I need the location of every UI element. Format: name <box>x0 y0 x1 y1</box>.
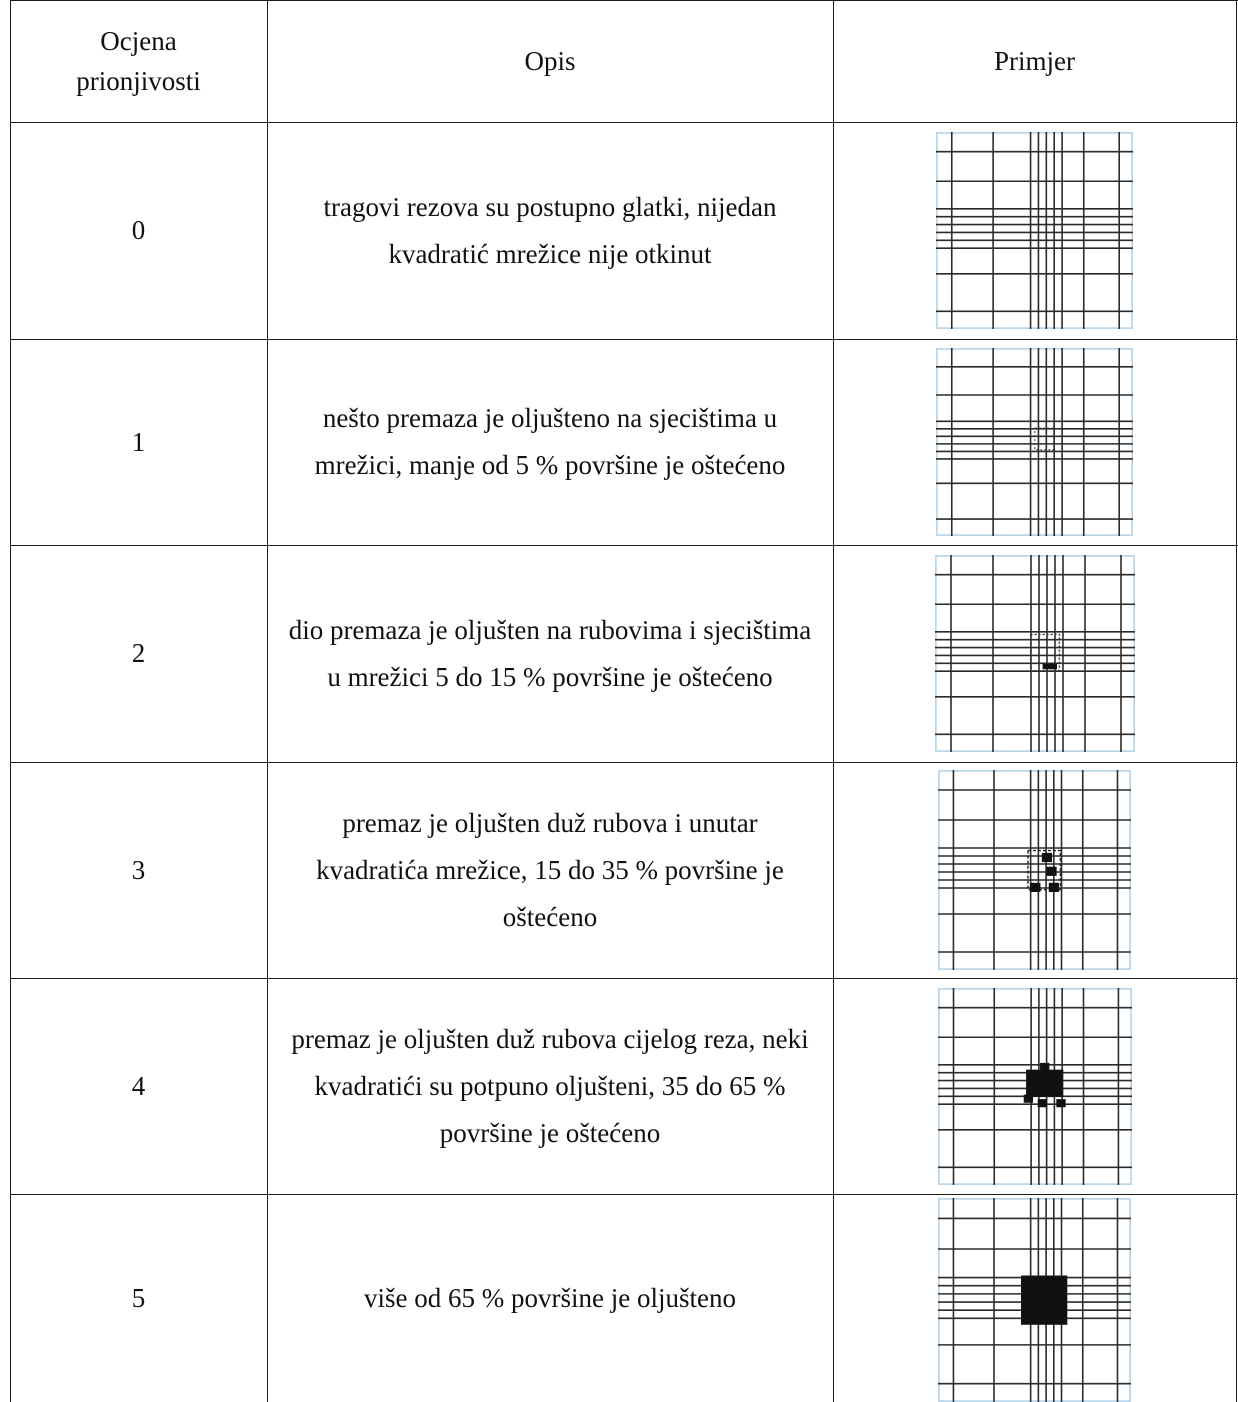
cross-cut-grid-grade-0-icon <box>936 132 1133 329</box>
row-3-grade: 3 <box>131 854 146 885</box>
table-row-divider <box>10 122 1238 123</box>
row-2-grade: 2 <box>131 638 146 668</box>
row-1-grade: 1 <box>131 426 146 457</box>
row-5-example <box>833 1194 1236 1402</box>
row-4-example <box>833 978 1236 1194</box>
table-border-top <box>10 0 1238 1</box>
table-row-divider <box>10 978 1238 979</box>
header-example-label: Primjer <box>994 46 1075 76</box>
table-row-divider <box>10 339 1238 340</box>
row-0-example <box>833 122 1236 339</box>
table-column-divider-2 <box>833 0 834 1402</box>
table-border-left <box>10 0 11 1402</box>
cross-cut-grid-grade-5-icon <box>938 1198 1131 1402</box>
row-5-grade: 5 <box>131 1282 146 1313</box>
cross-cut-grid-grade-1-icon <box>936 348 1133 536</box>
table-row-divider <box>10 762 1238 763</box>
row-0-grade: 0 <box>131 215 146 245</box>
header-grade-line2: prionjivosti <box>76 66 201 96</box>
row-4-grade: 4 <box>131 1070 146 1101</box>
header-grade: Ocjena prionjivosti <box>10 0 267 122</box>
table-column-divider-1 <box>267 0 268 1402</box>
header-description-label: Opis <box>524 46 576 76</box>
row-1-description: nešto premaza je oljušteno na sjecištima… <box>314 403 786 480</box>
row-5-description: više od 65 % površine je oljušteno <box>364 1282 736 1313</box>
row-2-description: dio premaza je oljušten na rubovima i sj… <box>288 614 812 692</box>
header-description: Opis <box>267 0 833 122</box>
row-3-example <box>833 762 1236 978</box>
row-0-description: tragovi rezova su postupno glatki, nijed… <box>323 191 777 269</box>
table-border-right <box>1236 0 1237 1402</box>
row-4-description: premaz je oljušten duž rubova cijelog re… <box>291 1023 809 1148</box>
cross-cut-grid-grade-4-icon <box>937 987 1132 1185</box>
row-3-description: premaz je oljušten duž rubova i unutar k… <box>316 807 784 932</box>
cross-cut-grid-grade-2-icon <box>934 555 1135 752</box>
header-example: Primjer <box>833 0 1236 122</box>
row-1-example <box>833 339 1236 545</box>
table-row-divider <box>10 1194 1238 1195</box>
table-row-divider <box>10 545 1238 546</box>
row-2-example <box>833 545 1236 762</box>
header-grade-line1: Ocjena <box>100 26 177 56</box>
cross-cut-grid-grade-3-icon <box>938 770 1131 970</box>
